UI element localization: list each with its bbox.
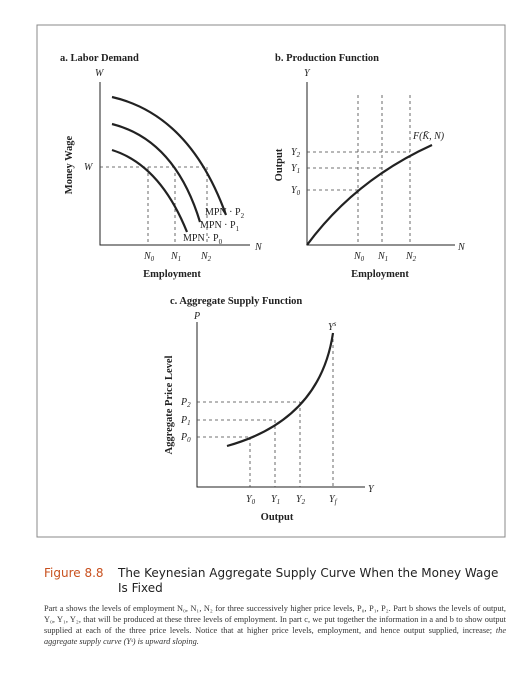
axis-letter: Y — [304, 68, 311, 79]
tick-label: P2 — [180, 397, 191, 409]
x-title: Output — [261, 512, 294, 523]
curve — [306, 143, 433, 246]
tick-label: Yf — [329, 494, 338, 506]
y-label: Output — [274, 148, 285, 181]
axis-letter: W — [95, 68, 105, 79]
tick-label: Y0 — [291, 185, 301, 197]
guides — [100, 166, 208, 245]
tick-label: N0 — [143, 251, 155, 263]
curve-label: MPN · P1 — [200, 220, 240, 233]
curve-label: F(K̄, N) — [412, 130, 445, 142]
figure: a. Labor Demand W N Money Wage W MPN · P… — [36, 24, 506, 538]
axis-letter: N — [457, 242, 466, 253]
title: c. Aggregate Supply Function — [170, 296, 302, 307]
curve-label: MPN · P2 — [205, 207, 245, 220]
caption-body: Part a shows the levels of employment N₀… — [44, 604, 506, 635]
curve-label: Ys — [328, 320, 337, 333]
caption-italic: the aggregate supply curve (Yˢ) is upwar… — [44, 626, 506, 646]
wage-label: W — [84, 162, 94, 173]
panel-b: b. Production Function Y N Output F(K̄, … — [274, 53, 466, 280]
axes — [196, 322, 365, 488]
tick-label: Y0 — [246, 494, 256, 506]
tick-label: N1 — [170, 251, 181, 263]
caption-title-line: Is Fixed — [118, 581, 163, 595]
tick-label: P1 — [180, 415, 191, 427]
curve-label: MPN · P0 — [183, 233, 223, 246]
tick-label: Y1 — [291, 163, 300, 175]
panel-a: a. Labor Demand W N Money Wage W MPN · P… — [60, 53, 263, 280]
tick-label: Y2 — [296, 494, 306, 506]
curve — [111, 148, 189, 233]
tick-label: N2 — [200, 251, 212, 263]
tick-label: Y1 — [271, 494, 280, 506]
guides — [307, 95, 411, 245]
x-title: Employment — [351, 269, 409, 280]
tick-label: P0 — [180, 432, 191, 444]
guides — [197, 333, 334, 487]
curve — [226, 332, 335, 448]
title: a. Labor Demand — [60, 53, 139, 64]
tick-label: N2 — [405, 251, 417, 263]
axis-letter: N — [254, 242, 263, 253]
axes — [99, 82, 250, 246]
tick-label: N0 — [353, 251, 365, 263]
panel-c: c. Aggregate Supply Function P Y Aggrega… — [164, 296, 375, 523]
axes — [306, 82, 455, 246]
frame — [36, 24, 506, 538]
tick-label: Y2 — [291, 147, 301, 159]
axis-letter: P — [193, 311, 200, 322]
tick-label: N1 — [377, 251, 388, 263]
y-label: Aggregate Price Level — [164, 355, 175, 454]
axis-letter: Y — [368, 484, 375, 495]
curve — [111, 95, 228, 216]
y-label: Money Wage — [64, 135, 75, 194]
figure-label: Figure 8.8 — [44, 566, 104, 580]
title: b. Production Function — [275, 53, 379, 64]
caption-title: The Keynesian Aggregate Supply Curve Whe… — [118, 566, 498, 596]
x-title: Employment — [143, 269, 201, 280]
caption-text: Part a shows the levels of employment N₀… — [44, 603, 506, 647]
curve — [111, 122, 202, 223]
caption-title-line: The Keynesian Aggregate Supply Curve Whe… — [118, 566, 499, 580]
